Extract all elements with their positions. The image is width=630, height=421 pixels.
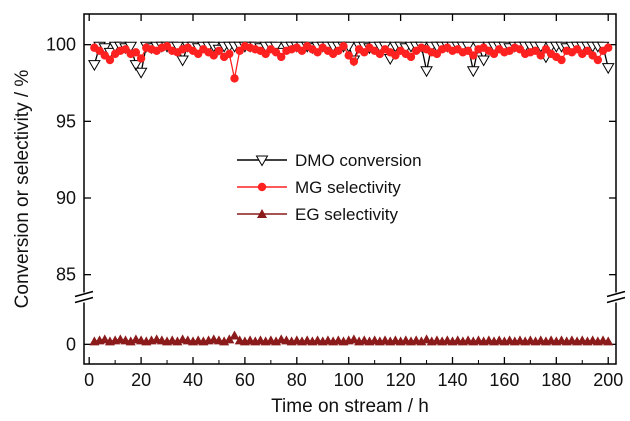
y-tick-label: 100 [46,35,76,55]
dmo-conversion-point [134,67,148,79]
mg-selectivity-point [339,42,348,51]
dmo-conversion-point [420,66,433,78]
y-tick-label: 95 [56,111,76,131]
eg-selectivity-point [99,334,110,344]
x-tick-label: 0 [84,370,94,390]
eg-selectivity-point [224,334,235,344]
eg-selectivity-point [421,334,432,344]
x-tick-label: 180 [541,370,571,390]
legend-label: EG selectivity [295,205,398,224]
x-tick-label: 160 [489,370,519,390]
mg-selectivity-point [230,74,239,83]
legend-label: MG selectivity [295,178,401,197]
x-tick-label: 60 [235,370,255,390]
y-tick-label: 90 [56,188,76,208]
x-axis-title: Time on stream / h [271,396,429,417]
eg-selectivity-point [229,330,240,340]
axis-break-slash [606,296,626,304]
dmo-conversion-point [88,60,101,72]
axis-break-gap [75,292,93,303]
x-tick-label: 200 [593,370,623,390]
dmo-conversion-point [466,66,480,78]
eg-selectivity-point [348,334,359,344]
series-layer [88,41,615,346]
x-tick-label: 80 [287,370,307,390]
mg-selectivity-point [557,55,566,65]
mg-selectivity-point [593,55,603,65]
legend-label: DMO conversion [295,151,422,170]
dmo-conversion-point [255,155,269,167]
mg-selectivity-point [536,51,545,60]
axis-break-slash [74,290,94,298]
x-tick-label: 20 [131,370,151,390]
axis-break-slash [74,296,94,304]
mg-selectivity-point [105,55,115,65]
plot-frame [83,13,617,365]
y-axis-title: Conversion or selectivity / % [12,70,33,309]
dmo-conversion-point [601,63,615,75]
mg-selectivity-point [257,182,267,192]
dmo-conversion-point [176,55,189,67]
series-eg-selectivity [89,330,614,346]
dmo-conversion-point [477,55,491,67]
mg-selectivity-point [277,52,286,62]
x-tick-label: 100 [334,370,364,390]
mg-selectivity-point [604,43,613,52]
mg-selectivity-point [131,48,141,57]
axis-break-marks [74,290,626,304]
mg-selectivity-point [406,52,416,62]
x-tick-label: 120 [386,370,416,390]
dmo-conversion-point [129,60,143,72]
mg-selectivity-point [469,51,478,60]
axis-ticks: 0 20 40 60 80 100 120 140 160 180 200 85 90 95 100 0 [46,14,623,390]
eg-selectivity-point [603,336,614,346]
series-mg-selectivity [90,42,613,83]
eg-selectivity-point [257,209,267,218]
y-tick-label: 85 [56,265,76,285]
mg-selectivity-point [225,49,234,59]
x-tick-label: 40 [183,370,203,390]
mg-selectivity-point [214,46,224,55]
mg-selectivity-point [349,57,359,66]
mg-selectivity-point [344,51,353,60]
y-tick-label: 0 [66,334,76,354]
axis-break-slash [606,290,626,298]
x-tick-label: 140 [437,370,467,390]
axis-break-gap [607,292,625,303]
mg-selectivity-point [136,54,146,63]
legend: DMO conversion MG selectivity EG selectivi… [237,151,422,224]
